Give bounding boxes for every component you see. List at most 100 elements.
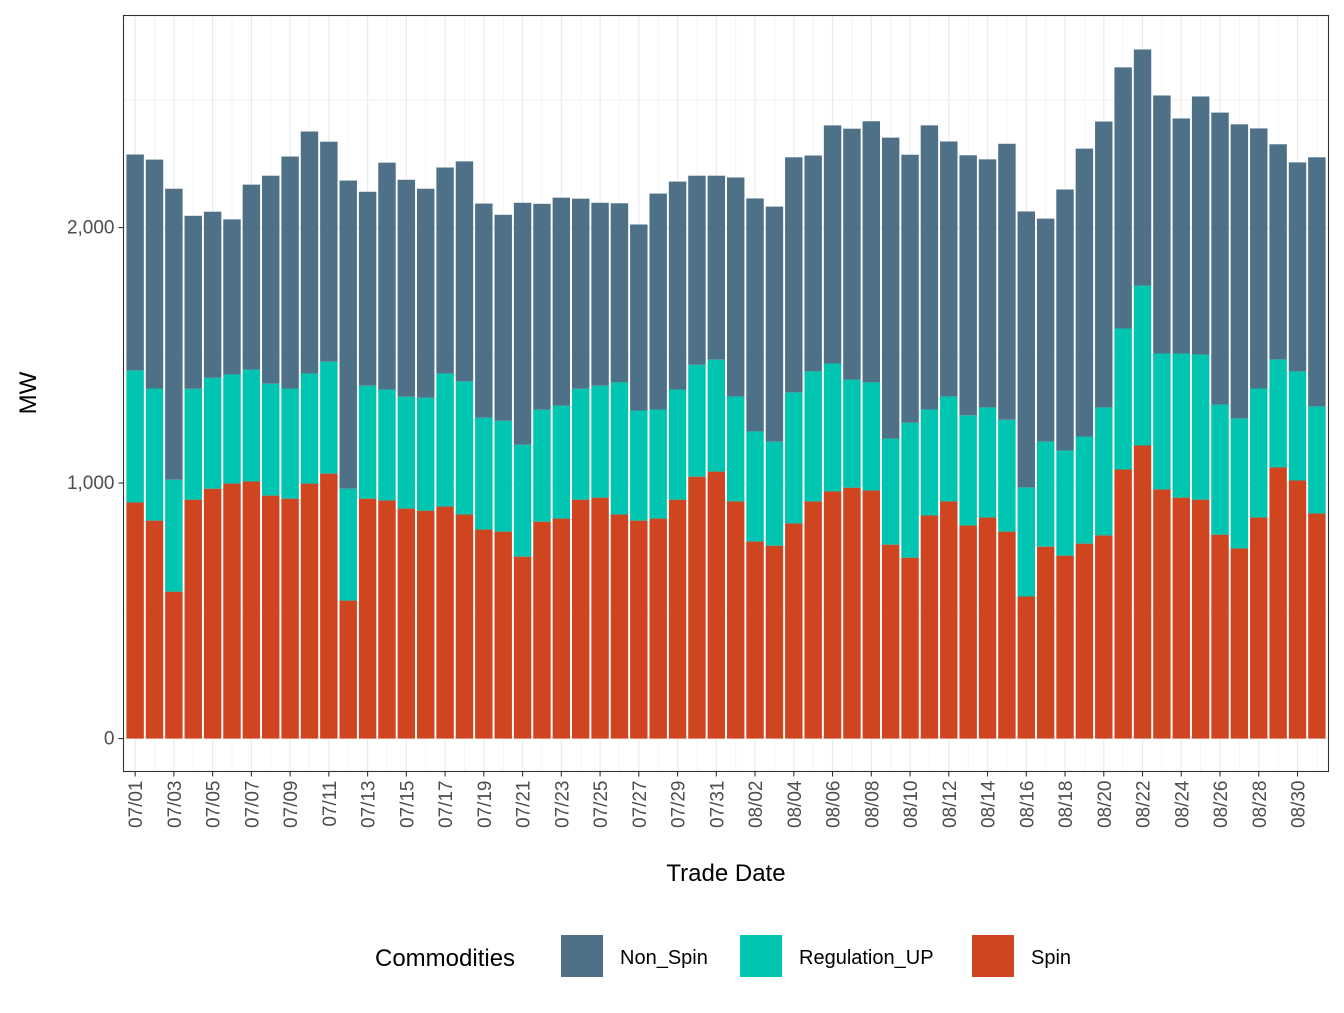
bar-regulation-up-07-21 (513, 444, 532, 557)
bar-regulation-up-08-13 (959, 415, 977, 526)
bar-spin-07-27 (630, 520, 648, 739)
bar-spin-07-13 (358, 498, 377, 739)
y-tick-label: 1,000 (67, 473, 115, 494)
bar-regulation-up-08-09 (881, 438, 900, 545)
bar-non-spin-07-10 (300, 131, 319, 374)
bar-regulation-up-07-15 (397, 396, 416, 509)
bar-non-spin-08-09 (881, 137, 900, 439)
bar-regulation-up-07-26 (610, 382, 629, 515)
bar-spin-07-06 (223, 483, 241, 739)
bar-non-spin-08-10 (901, 154, 919, 423)
bar-regulation-up-07-23 (552, 405, 571, 519)
bar-spin-08-28 (1250, 517, 1268, 739)
bar-regulation-up-07-20 (494, 420, 512, 532)
bar-spin-08-23 (1153, 489, 1171, 739)
bar-non-spin-08-22 (1133, 49, 1152, 286)
bar-non-spin-07-29 (668, 181, 687, 390)
legend-title: Commodities (375, 945, 515, 972)
bar-spin-07-16 (417, 510, 435, 739)
bar-spin-08-09 (881, 544, 900, 739)
bar-regulation-up-07-10 (300, 373, 319, 484)
bar-regulation-up-07-04 (184, 388, 202, 500)
bar-regulation-up-08-06 (823, 363, 842, 492)
bar-regulation-up-07-24 (571, 388, 590, 500)
bar-spin-07-29 (668, 499, 687, 739)
bar-spin-07-15 (397, 508, 416, 739)
bar-non-spin-07-15 (397, 179, 416, 397)
bar-regulation-up-07-08 (262, 383, 280, 496)
bar-spin-07-31 (707, 471, 726, 739)
bar-non-spin-07-04 (184, 215, 202, 389)
bar-non-spin-07-09 (281, 156, 299, 389)
bar-regulation-up-07-14 (378, 389, 396, 501)
legend-label-spin: Spin (1031, 947, 1071, 969)
bar-non-spin-07-23 (552, 197, 571, 406)
bar-regulation-up-08-01 (726, 396, 745, 502)
bar-spin-07-17 (436, 506, 454, 739)
x-tick-label: 08/16 (1017, 781, 1038, 829)
bar-spin-07-09 (281, 498, 299, 739)
bar-non-spin-07-24 (571, 198, 590, 389)
legend-label-regulation-up: Regulation_UP (799, 947, 934, 969)
bar-spin-08-21 (1114, 469, 1132, 739)
x-tick-label: 08/22 (1134, 781, 1155, 829)
x-tick-label: 07/23 (552, 781, 573, 829)
bar-non-spin-07-05 (203, 211, 222, 378)
bar-non-spin-07-16 (417, 188, 435, 398)
bar-non-spin-08-31 (1308, 157, 1326, 407)
x-tick-label: 08/30 (1289, 781, 1310, 829)
bar-non-spin-08-18 (1056, 189, 1074, 451)
bar-spin-08-15 (998, 531, 1016, 739)
bar-non-spin-08-30 (1288, 162, 1307, 372)
bar-spin-07-18 (455, 514, 474, 739)
bar-regulation-up-08-18 (1056, 450, 1074, 556)
bar-non-spin-07-30 (688, 175, 706, 365)
bar-regulation-up-07-13 (358, 385, 377, 499)
bar-regulation-up-07-18 (455, 381, 474, 515)
bar-non-spin-08-12 (940, 141, 958, 397)
bar-regulation-up-08-23 (1153, 353, 1171, 490)
x-tick-label: 07/19 (475, 781, 496, 829)
bar-regulation-up-08-19 (1075, 436, 1094, 544)
bar-non-spin-08-05 (804, 155, 822, 372)
bar-non-spin-07-01 (126, 154, 144, 371)
x-tick-label: 08/04 (785, 780, 806, 828)
bar-regulation-up-08-27 (1230, 418, 1249, 549)
bar-regulation-up-07-30 (688, 364, 706, 477)
x-axis-title: Trade Date (666, 860, 785, 887)
bar-non-spin-07-28 (649, 193, 667, 410)
bar-spin-07-28 (649, 518, 667, 739)
bar-regulation-up-07-01 (126, 370, 144, 503)
bar-non-spin-07-27 (630, 224, 648, 411)
bar-spin-08-10 (901, 557, 919, 739)
bar-spin-08-31 (1308, 513, 1326, 739)
x-tick-label: 07/31 (707, 781, 728, 829)
bar-regulation-up-07-16 (417, 397, 435, 511)
bar-spin-08-24 (1172, 497, 1190, 739)
x-tick-label: 08/14 (979, 780, 1000, 828)
bar-regulation-up-07-09 (281, 388, 299, 499)
x-tick-label: 08/10 (901, 781, 922, 829)
bar-spin-07-23 (552, 518, 571, 739)
bar-non-spin-08-14 (978, 159, 997, 408)
bar-non-spin-07-25 (591, 202, 609, 386)
bar-spin-08-26 (1211, 534, 1229, 739)
bar-non-spin-07-13 (358, 191, 377, 386)
bar-regulation-up-08-14 (978, 407, 997, 518)
legend-key-spin (972, 935, 1014, 977)
bar-regulation-up-07-28 (649, 409, 667, 519)
x-tick-label: 07/07 (242, 781, 263, 829)
bar-spin-08-30 (1288, 480, 1307, 739)
bar-non-spin-08-28 (1250, 128, 1268, 389)
bar-non-spin-08-16 (1017, 211, 1035, 488)
bar-non-spin-07-22 (533, 203, 551, 410)
bar-regulation-up-08-17 (1036, 441, 1055, 547)
bar-regulation-up-08-15 (998, 419, 1016, 532)
bar-regulation-up-08-04 (785, 392, 803, 524)
x-tick-label: 07/09 (281, 781, 302, 829)
bar-spin-07-05 (203, 488, 222, 739)
x-tick-label: 08/12 (940, 781, 961, 829)
bar-regulation-up-08-08 (862, 382, 881, 491)
x-tick-label: 08/06 (824, 781, 845, 829)
